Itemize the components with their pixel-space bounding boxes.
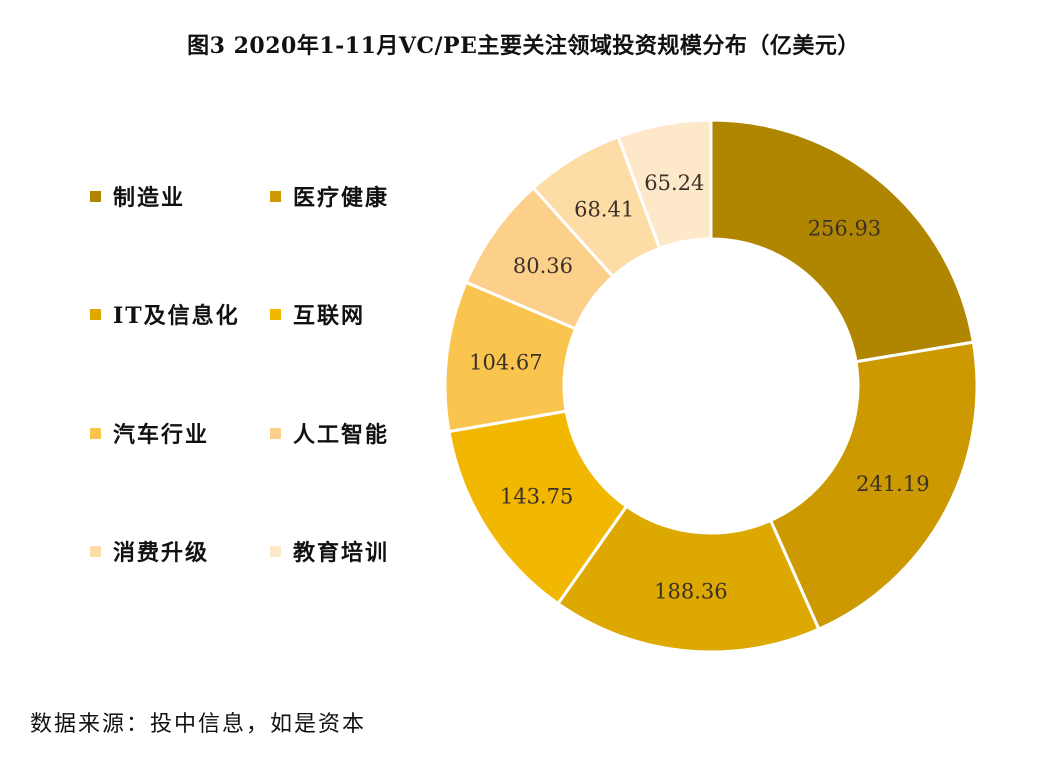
legend-label-6: 人工智能: [293, 422, 390, 448]
slice-8: [616, 118, 713, 251]
legend-swatch-7: [90, 545, 101, 557]
legend-swatch-4: [270, 308, 281, 320]
slice-label-2: 241.19: [856, 472, 929, 496]
slice-label-8: 65.24: [644, 171, 704, 195]
legend-label-2: 医疗健康: [293, 185, 390, 211]
legend-item-6: 人工智能: [270, 417, 389, 449]
slice-label-5: 104.67: [469, 350, 542, 374]
slice-2: [768, 340, 979, 632]
legend-item-7: 消费升级: [90, 535, 209, 567]
legend-item-8: 教育培训: [270, 535, 389, 567]
slice-label-3: 188.36: [654, 580, 727, 604]
slice-3: [555, 504, 821, 654]
legend-swatch-6: [270, 427, 281, 439]
legend-swatch-3: [90, 308, 101, 320]
legend-label-7: 消费升级: [113, 540, 210, 566]
slice-label-1: 256.93: [808, 216, 881, 240]
legend-label-4: 互联网: [293, 303, 366, 329]
data-source: 数据来源：投中信息，如是资本: [30, 712, 367, 737]
legend-swatch-8: [270, 545, 281, 557]
legend-item-3: IT及信息化: [90, 298, 240, 330]
legend-swatch-1: [90, 190, 101, 202]
legend-swatch-2: [270, 190, 281, 202]
legend-label-5: 汽车行业: [113, 422, 210, 448]
legend: 制造业 医疗健康 IT及信息化 互联网汽车行业 人工智能消费升级 教育培训: [90, 180, 430, 600]
slice-label-4: 143.75: [500, 485, 573, 509]
legend-swatch-5: [90, 427, 101, 439]
chart-title: 图3 2020年1-11月VC/PE主要关注领域投资规模分布（亿美元）: [187, 33, 860, 59]
legend-item-5: 汽车行业: [90, 417, 209, 449]
legend-item-4: 互联网: [270, 298, 365, 330]
slice-label-7: 68.41: [574, 197, 634, 221]
slice-label-6: 80.36: [513, 254, 573, 278]
legend-label-8: 教育培训: [293, 540, 390, 566]
slice-1: [709, 118, 976, 364]
legend-item-2: 医疗健康: [270, 180, 389, 212]
legend-label-3: IT及信息化: [113, 303, 240, 329]
legend-label-1: 制造业: [113, 185, 186, 211]
legend-item-1: 制造业: [90, 180, 185, 212]
